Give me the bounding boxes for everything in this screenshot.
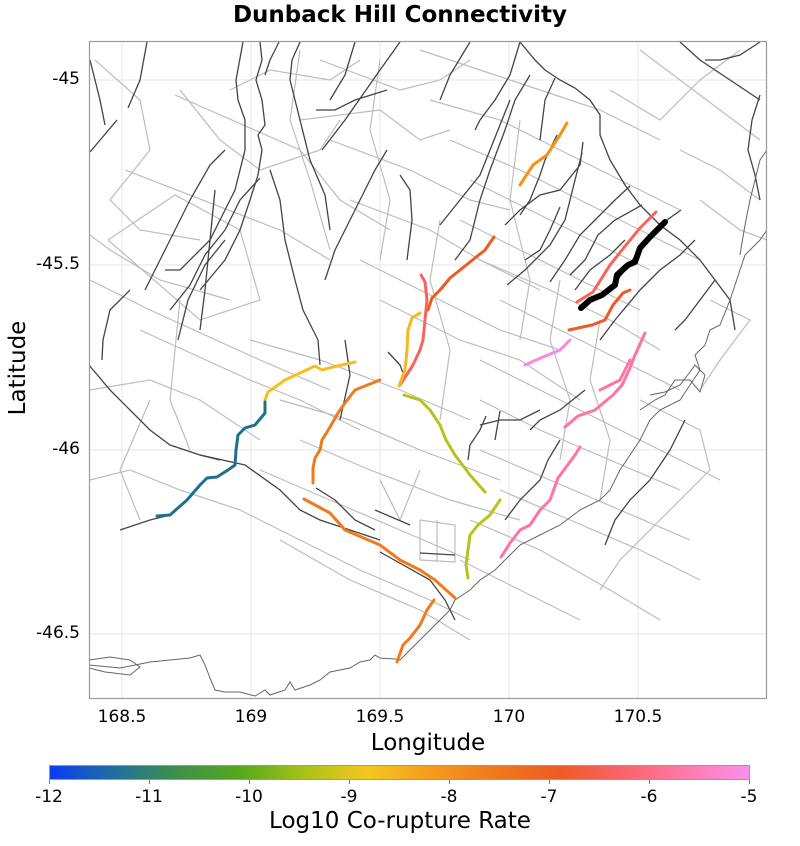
colorbar-tick-mark [249,780,250,784]
fault-orange-arc [311,378,382,485]
fault-pink-middle [563,331,647,429]
colorbar-tick-mark [149,780,150,784]
fault-yellow-west [263,360,357,402]
colorbar-tick-label: -8 [440,787,458,807]
fault-orange-coastal [302,497,457,600]
ytick-label: -45.5 [36,254,80,274]
xtick-label: 170 [492,707,526,727]
colorbar-tick-label: -5 [740,787,758,807]
fault-pink-south [499,445,582,559]
gridlines [89,41,767,699]
fault-source-dunback-hill [578,219,668,311]
colorbar-tick-mark [749,780,750,784]
colorbar-tick-label: -11 [135,787,163,807]
fault-salmon-central [398,273,429,387]
xtick-label: 170.5 [613,707,663,727]
colorbar-tick-mark [549,780,550,784]
fault-red-central [426,235,496,312]
chart-title: Dunback Hill Connectivity [232,2,568,28]
fault-violet [523,338,572,367]
colorbar-tick-mark [49,780,50,784]
fault-network [89,49,767,641]
colorbar-tick-label: -10 [235,787,263,807]
plot-frame [88,40,768,700]
highlighted-faults [155,121,668,664]
fault-yellow-central [397,311,422,388]
ytick-label: -46.5 [36,623,80,643]
ytick-label: -45 [52,69,80,89]
fault-red-east [567,288,632,332]
colorbar-tick-label: -9 [340,787,358,807]
fault-teal [155,400,267,518]
colorbar [49,765,750,780]
fault-olive-south [464,498,502,580]
xtick-label: 168.5 [97,707,147,727]
x-axis-label: Longitude [370,730,486,756]
fault-orange-south [395,598,436,664]
fault-traces [89,41,761,621]
ytick-label: -46 [52,439,80,459]
colorbar-tick-mark [449,780,450,784]
colorbar-tick-label: -12 [35,787,63,807]
xtick-label: 169.5 [355,707,405,727]
y-axis-label: Latitude [5,320,31,416]
colorbar-tick-mark [649,780,650,784]
fault-orange-north [518,121,569,187]
coastline [89,149,767,697]
colorbar-label: Log10 Co-rupture Rate [269,808,531,834]
colorbar-tick-label: -7 [540,787,558,807]
colorbar-tick-mark [349,780,350,784]
xtick-label: 169 [234,707,268,727]
fault-olive-north [402,393,487,494]
fault-pink-south-b [598,358,632,392]
fault-pink-east-upper [575,210,658,304]
colorbar-tick-label: -6 [640,787,658,807]
